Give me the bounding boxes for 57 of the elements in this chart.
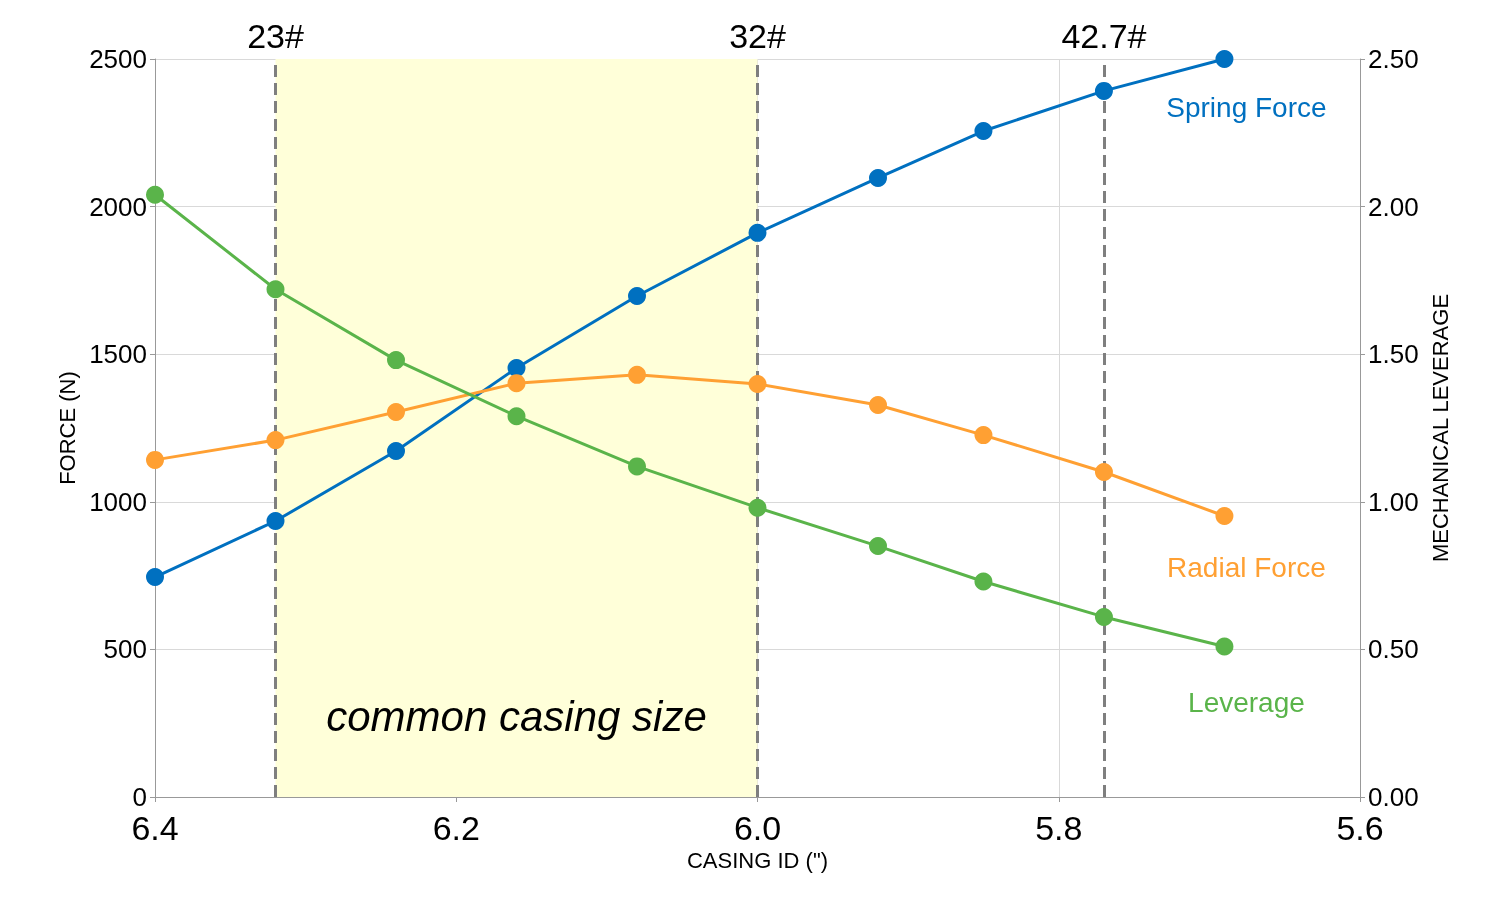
y-tick-label: 0 xyxy=(132,782,147,812)
series-label: Leverage xyxy=(1188,686,1305,718)
annotation: 23# xyxy=(247,17,304,55)
y2-axis-title: MECHANICAL LEVERAGE xyxy=(1428,293,1453,563)
x-tick-label: 6.2 xyxy=(432,809,480,847)
point xyxy=(507,359,526,378)
y2-tick-label: 1.50 xyxy=(1368,339,1419,370)
point xyxy=(387,351,405,370)
point xyxy=(628,287,646,306)
x-tick-label: 5.8 xyxy=(1035,809,1083,847)
y-tick-label: 2000 xyxy=(89,191,147,222)
point xyxy=(748,498,767,517)
point xyxy=(146,568,164,587)
x-axis-title: CASING ID (") xyxy=(686,848,829,874)
x-tick-label: 5.6 xyxy=(1336,809,1384,847)
y2-tick-label: 2.00 xyxy=(1368,191,1419,222)
x-tick-label: 6.4 xyxy=(131,809,179,847)
point xyxy=(1094,462,1113,481)
y2-tick-label: 0.00 xyxy=(1368,782,1419,812)
point xyxy=(974,426,993,445)
point xyxy=(1215,50,1234,68)
point xyxy=(507,374,526,393)
point xyxy=(266,280,285,299)
point xyxy=(146,450,164,469)
y-tick-label: 500 xyxy=(103,634,147,665)
point xyxy=(1215,506,1234,525)
y-tick-label: 1000 xyxy=(89,486,147,517)
point xyxy=(869,168,887,187)
series-label: Radial Force xyxy=(1167,552,1326,584)
y2-tick-label: 2.50 xyxy=(1368,44,1419,74)
point xyxy=(266,511,285,530)
y-tick-label: 2500 xyxy=(89,44,147,74)
y2-tick-label: 1.00 xyxy=(1368,486,1419,517)
point xyxy=(628,365,646,384)
point xyxy=(266,431,285,450)
x-tick-label: 6.0 xyxy=(733,809,782,847)
point xyxy=(146,185,164,204)
point xyxy=(1094,81,1113,100)
point xyxy=(974,122,993,141)
point xyxy=(1215,637,1234,656)
annotation: 42.7# xyxy=(1061,17,1147,55)
band-label: common casing size xyxy=(326,692,707,740)
y-axis-title: FORCE (N) xyxy=(54,371,80,485)
point xyxy=(387,403,405,422)
point xyxy=(869,395,887,414)
point xyxy=(748,375,767,394)
point xyxy=(628,457,646,476)
point xyxy=(974,572,993,591)
point xyxy=(1094,607,1113,626)
point xyxy=(387,442,405,461)
point xyxy=(748,223,767,242)
series-label: Spring Force xyxy=(1166,91,1327,123)
point xyxy=(869,537,887,556)
y-tick-label: 1500 xyxy=(89,339,147,370)
annotation: 32# xyxy=(729,17,786,55)
point xyxy=(507,407,526,426)
y2-tick-label: 0.50 xyxy=(1368,634,1419,665)
